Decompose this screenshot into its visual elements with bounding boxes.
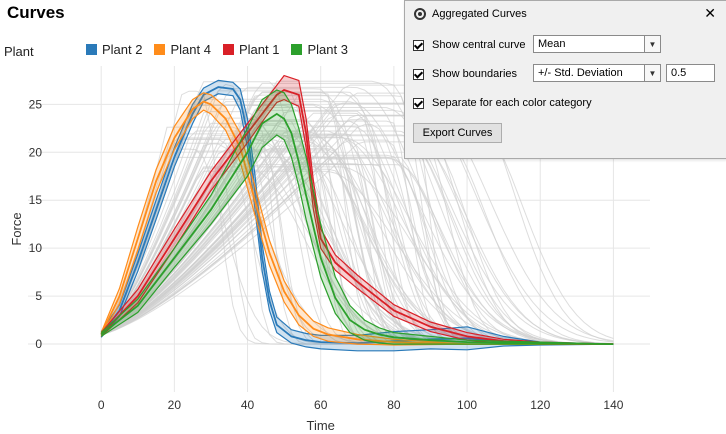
- aggregated-curves-panel: Aggregated Curves ✕ Show central curve M…: [404, 0, 726, 159]
- y-tick-label: 0: [35, 337, 42, 351]
- boundaries-select[interactable]: +/- Std. Deviation ▼: [533, 64, 661, 82]
- mean-line-plant-4: [100, 100, 614, 346]
- background-curve: [100, 80, 614, 345]
- show-boundaries-checkbox[interactable]: [413, 68, 424, 80]
- legend-item-plant-2[interactable]: Plant 2: [86, 42, 142, 57]
- export-curves-button[interactable]: Export Curves: [413, 123, 502, 143]
- background-curve: [101, 141, 614, 345]
- legend-item-plant-1[interactable]: Plant 1: [222, 42, 280, 57]
- y-tick-label: 25: [29, 97, 43, 111]
- band-plant-3: [101, 90, 614, 345]
- separate-checkbox[interactable]: [413, 97, 424, 109]
- page-title: Curves: [7, 3, 65, 22]
- y-tick-label: 5: [35, 289, 42, 303]
- upper-line-plant-3: [100, 89, 614, 345]
- chevron-down-icon[interactable]: ▼: [644, 65, 660, 81]
- legend-label: Plant 2: [102, 42, 143, 57]
- boundaries-factor-input[interactable]: 0.5: [666, 64, 715, 82]
- show-boundaries-row: Show boundaries: [413, 68, 517, 80]
- chevron-down-icon[interactable]: ▼: [644, 36, 660, 52]
- background-curve: [100, 86, 614, 345]
- legend-swatch: [154, 44, 166, 55]
- x-tick-label: 60: [314, 398, 328, 412]
- central-curve-value: Mean: [538, 38, 566, 50]
- background-curve: [101, 102, 614, 342]
- legend-swatch: [222, 44, 234, 55]
- legend-title: Plant: [4, 44, 34, 59]
- background-curve: [101, 103, 614, 345]
- show-central-row: Show central curve: [413, 39, 526, 51]
- legend-label: Plant 1: [238, 42, 280, 57]
- lower-line-plant-3: [100, 134, 614, 345]
- y-tick-label: 15: [29, 193, 43, 207]
- panel-header: Aggregated Curves ✕: [405, 1, 726, 27]
- boundaries-factor-value: 0.5: [671, 67, 687, 79]
- x-tick-label: 0: [98, 398, 105, 412]
- legend-label: Plant 3: [307, 42, 348, 57]
- legend-swatch: [291, 44, 303, 55]
- background-curve: [100, 130, 614, 345]
- x-tick-label: 100: [457, 398, 477, 412]
- close-icon[interactable]: ✕: [704, 5, 716, 21]
- mean-line-plant-1: [100, 89, 614, 345]
- lower-line-plant-4: [100, 109, 614, 346]
- legend-item-plant-4[interactable]: Plant 4: [154, 42, 211, 57]
- lower-line-plant-2: [100, 93, 614, 352]
- upper-line-plant-2: [100, 79, 614, 345]
- upper-line-plant-1: [100, 74, 614, 345]
- background-curve: [101, 157, 614, 345]
- x-tick-label: 140: [603, 398, 623, 412]
- y-tick-label: 10: [29, 241, 43, 255]
- background-curve: [101, 125, 614, 345]
- lower-line-plant-1: [100, 98, 614, 345]
- panel-title: Aggregated Curves: [432, 8, 527, 20]
- y-tick-label: 20: [29, 145, 43, 159]
- legend-label: Plant 4: [170, 42, 211, 57]
- separate-row: Separate for each color category: [413, 97, 592, 109]
- x-tick-label: 40: [241, 398, 255, 412]
- show-boundaries-label: Show boundaries: [432, 68, 518, 80]
- boundaries-value: +/- Std. Deviation: [538, 67, 623, 79]
- x-tick-label: 120: [530, 398, 550, 412]
- y-axis-label: Force: [9, 212, 24, 245]
- show-central-label: Show central curve: [432, 39, 526, 51]
- show-central-checkbox[interactable]: [413, 39, 424, 51]
- legend-item-plant-3[interactable]: Plant 3: [291, 42, 348, 57]
- mean-line-plant-3: [100, 112, 614, 345]
- x-tick-label: 20: [168, 398, 182, 412]
- x-axis-label: Time: [307, 418, 335, 433]
- legend: Plant 2 Plant 4 Plant 1 Plant 3: [86, 42, 348, 57]
- x-tick-label: 80: [387, 398, 401, 412]
- settings-circle-icon: [414, 8, 426, 20]
- central-curve-select[interactable]: Mean ▼: [533, 35, 661, 53]
- legend-swatch: [86, 44, 97, 55]
- separate-label: Separate for each color category: [432, 97, 592, 109]
